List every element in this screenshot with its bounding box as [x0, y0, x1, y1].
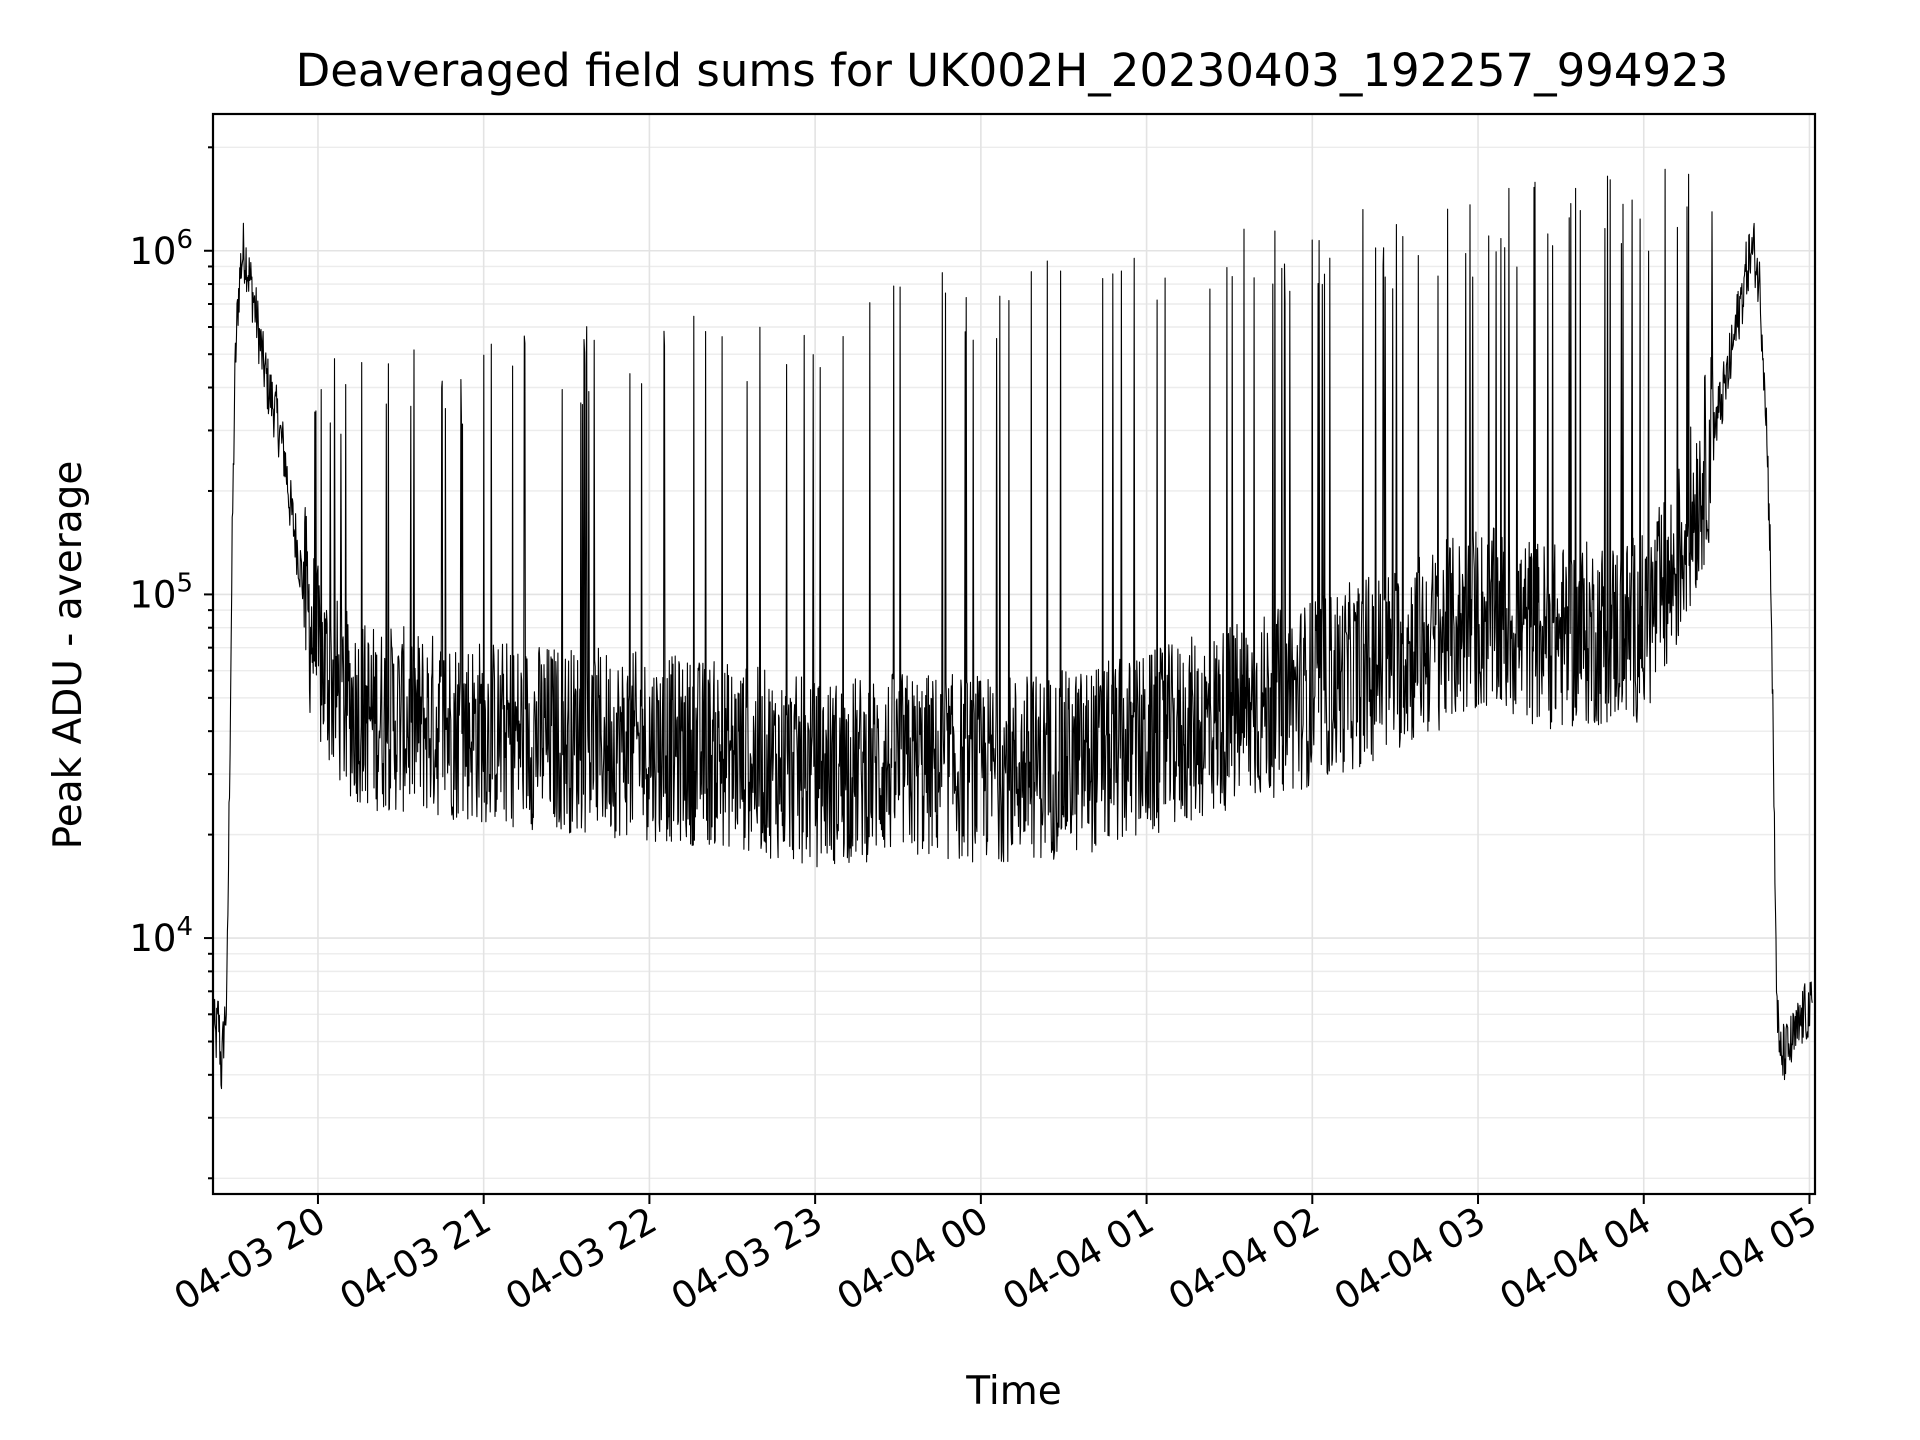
- plot-area: [212, 168, 1813, 1090]
- y-tick-label: 104: [129, 912, 193, 960]
- chart-title: Deaveraged field sums for UK002H_2023040…: [296, 44, 1729, 97]
- plot-frame: [211, 112, 1817, 1196]
- y-axis-label: Peak ADU - average: [46, 461, 91, 850]
- y-tick-label: 105: [129, 568, 193, 616]
- y-tick-label: 106: [129, 225, 193, 273]
- x-axis-label: Time: [965, 1369, 1061, 1414]
- data-series-line: [212, 168, 1813, 1090]
- y-axis: 104 105 106: [129, 146, 213, 1180]
